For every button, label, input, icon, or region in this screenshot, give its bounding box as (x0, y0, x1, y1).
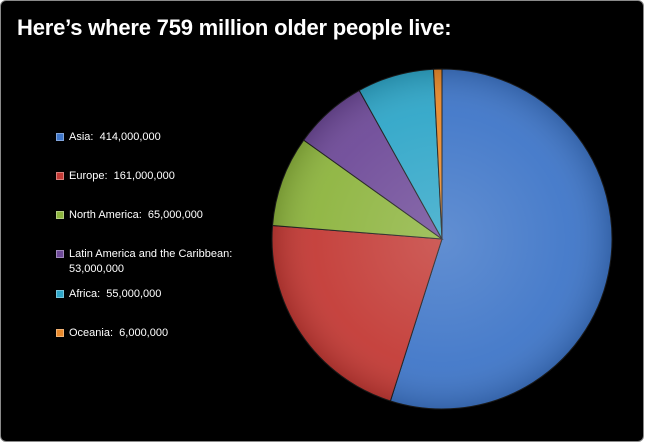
legend-item-africa: Africa: 55,000,000 (56, 287, 266, 302)
legend-swatch-europe (56, 172, 64, 180)
legend-swatch-north-america (56, 211, 64, 219)
chart-title: Here’s where 759 million older people li… (17, 15, 452, 40)
chart-legend: Asia: 414,000,000 Europe: 161,000,000 No… (0, 0, 270, 444)
legend-label-oceania: Oceania: 6,000,000 (69, 327, 169, 339)
legend-swatch-asia (56, 133, 64, 141)
legend-swatch-latin-america (56, 250, 64, 258)
legend-label-asia: Asia: 414,000,000 (69, 131, 161, 143)
legend-item-asia: Asia: 414,000,000 (56, 130, 266, 145)
legend-item-europe: Europe: 161,000,000 (56, 169, 266, 184)
legend-label-north-america: North America: 65,000,000 (69, 209, 203, 221)
legend-item-north-america: North America: 65,000,000 (56, 208, 266, 223)
legend-swatch-oceania (56, 329, 64, 337)
legend-label-europe: Europe: 161,000,000 (69, 170, 175, 182)
legend-label-africa: Africa: 55,000,000 (69, 288, 162, 300)
legend-label-latin-america: Latin America and the Caribbean: 53,000,0… (69, 248, 233, 275)
legend-swatch-africa (56, 290, 64, 298)
legend-item-latin-america: Latin America and the Caribbean: 53,000,0… (56, 247, 266, 277)
legend-item-oceania: Oceania: 6,000,000 (56, 326, 266, 341)
